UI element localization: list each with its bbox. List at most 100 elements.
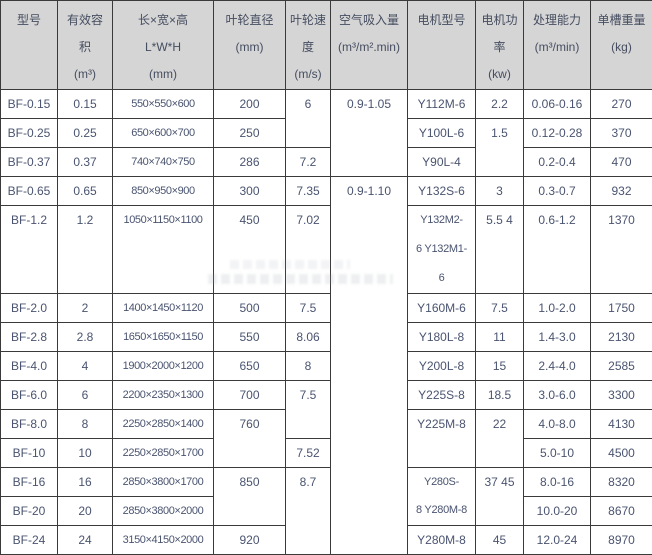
cell-motor-model: Y132S-6: [408, 177, 476, 206]
cell-volume: 20: [58, 497, 113, 526]
cell-motor-power: 45: [476, 526, 524, 555]
cell-impeller-diameter: 300: [214, 177, 286, 206]
cell-model: BF-6.0: [1, 381, 58, 410]
cell-motor-model: Y112M-6: [408, 90, 476, 119]
cell-dimensions: 3150×4150×2000: [113, 526, 214, 555]
cell-model: BF-10: [1, 439, 58, 468]
header-motor-model: 电机型号: [408, 1, 476, 90]
cell-dimensions: 550×550×600: [113, 90, 214, 119]
cell-weight: 3300: [591, 381, 652, 410]
cell-motor-model: Y132M2- 6 Y132M1- 6: [408, 206, 476, 294]
cell-model: BF-2.0: [1, 294, 58, 323]
header-impeller-diameter: 叶轮直径 (mm): [214, 1, 286, 90]
cell-impeller-diameter: 500: [214, 294, 286, 323]
cell-motor-power: 2.2: [476, 90, 524, 119]
cell-dimensions: 2200×2350×1300: [113, 381, 214, 410]
cell-motor-power: 22: [476, 410, 524, 468]
cell-dimensions: 1400×1450×1120: [113, 294, 214, 323]
table-row: BF-0.15 0.15 550×550×600 200 6 0.9-1.05 …: [1, 90, 652, 119]
cell-motor-power: 7.5: [476, 294, 524, 323]
cell-capacity: 10.0-20: [524, 497, 591, 526]
cell-volume: 0.15: [58, 90, 113, 119]
cell-model: BF-1.2: [1, 206, 58, 294]
header-impeller-speed: 叶轮速 度 (m/s): [286, 1, 331, 90]
cell-impeller-speed: 7.5: [286, 381, 331, 439]
cell-model: BF-8.0: [1, 410, 58, 439]
cell-weight: 4500: [591, 439, 652, 468]
cell-weight: 4130: [591, 410, 652, 439]
table-row: BF-16 16 2850×3800×1700 850 8.7 Y280S- 8…: [1, 468, 652, 497]
cell-motor-power: 3: [476, 177, 524, 206]
cell-model: BF-2.8: [1, 323, 58, 352]
cell-motor-model: Y225S-8: [408, 381, 476, 410]
cell-dimensions: 2250×2850×1400: [113, 410, 214, 439]
cell-dimensions: 1900×2000×1200: [113, 352, 214, 381]
header-capacity: 处理能力 (m³/min): [524, 1, 591, 90]
cell-capacity: 8.0-16: [524, 468, 591, 497]
cell-weight: 932: [591, 177, 652, 206]
cell-impeller-diameter: 200: [214, 90, 286, 119]
cell-volume: 0.65: [58, 177, 113, 206]
cell-impeller-diameter: 760: [214, 410, 286, 468]
header-air-suction: 空气吸入量 (m³/m².min): [331, 1, 408, 90]
cell-dimensions: 650×600×700: [113, 119, 214, 148]
cell-motor-power: 1.5: [476, 119, 524, 177]
cell-dimensions: 850×950×900: [113, 177, 214, 206]
cell-motor-model: Y160M-6: [408, 294, 476, 323]
cell-capacity: 0.2-0.4: [524, 148, 591, 177]
cell-weight: 8320: [591, 468, 652, 497]
cell-motor-power: 11: [476, 323, 524, 352]
header-row: 型号 有效容 积 (m³) 长×宽×高 L*W*H (mm) 叶轮直径 (mm)…: [1, 1, 652, 90]
cell-impeller-diameter: 450: [214, 206, 286, 294]
table-row: BF-0.37 0.37 740×740×750 286 7.2 Y90L-4 …: [1, 148, 652, 177]
cell-impeller-diameter: 250: [214, 119, 286, 148]
cell-weight: 8970: [591, 526, 652, 555]
cell-weight: 2585: [591, 352, 652, 381]
cell-impeller-speed: 7.02: [286, 206, 331, 294]
cell-dimensions: 1050×1150×1100: [113, 206, 214, 294]
cell-capacity: 2.4-4.0: [524, 352, 591, 381]
cell-impeller-diameter: 850: [214, 468, 286, 526]
cell-capacity: 12.0-24: [524, 526, 591, 555]
cell-capacity: 0.3-0.7: [524, 177, 591, 206]
header-weight: 单槽重量 (kg): [591, 1, 652, 90]
cell-dimensions: 2850×3800×2000: [113, 497, 214, 526]
cell-motor-model: Y100L-6: [408, 119, 476, 148]
cell-impeller-speed: 7.2: [286, 148, 331, 177]
cell-model: BF-20: [1, 497, 58, 526]
cell-motor-model: Y225M-8: [408, 410, 476, 468]
cell-air-suction: 0.9-1.10: [331, 177, 408, 555]
table-row: BF-2.8 2.8 1650×1650×1150 550 8.06 Y180L…: [1, 323, 652, 352]
cell-volume: 0.37: [58, 148, 113, 177]
cell-impeller-diameter: 650: [214, 352, 286, 381]
cell-capacity: 1.4-3.0: [524, 323, 591, 352]
table-row: BF-0.65 0.65 850×950×900 300 7.35 0.9-1.…: [1, 177, 652, 206]
cell-model: BF-0.25: [1, 119, 58, 148]
cell-volume: 1.2: [58, 206, 113, 294]
cell-weight: 470: [591, 148, 652, 177]
cell-dimensions: 2850×3800×1700: [113, 468, 214, 497]
cell-capacity: 4.0-8.0: [524, 410, 591, 439]
header-volume: 有效容 积 (m³): [58, 1, 113, 90]
cell-motor-model: Y280S- 8 Y280M-8: [408, 468, 476, 526]
cell-volume: 2.8: [58, 323, 113, 352]
cell-dimensions: 2250×2850×1700: [113, 439, 214, 468]
cell-impeller-speed: 7.35: [286, 177, 331, 206]
cell-weight: 8670: [591, 497, 652, 526]
cell-model: BF-0.65: [1, 177, 58, 206]
cell-capacity: 3.0-6.0: [524, 381, 591, 410]
cell-capacity: 0.12-0.28: [524, 119, 591, 148]
cell-motor-power: 37 45: [476, 468, 524, 526]
cell-impeller-diameter: 286: [214, 148, 286, 177]
cell-volume: 6: [58, 381, 113, 410]
cell-model: BF-0.15: [1, 90, 58, 119]
cell-model: BF-16: [1, 468, 58, 497]
cell-volume: 8: [58, 410, 113, 439]
cell-impeller-diameter: 700: [214, 381, 286, 410]
cell-dimensions: 1650×1650×1150: [113, 323, 214, 352]
cell-volume: 4: [58, 352, 113, 381]
cell-volume: 0.25: [58, 119, 113, 148]
cell-impeller-speed: 8: [286, 352, 331, 381]
cell-model: BF-4.0: [1, 352, 58, 381]
table-row: BF-4.0 4 1900×2000×1200 650 8 Y200L-8 15…: [1, 352, 652, 381]
